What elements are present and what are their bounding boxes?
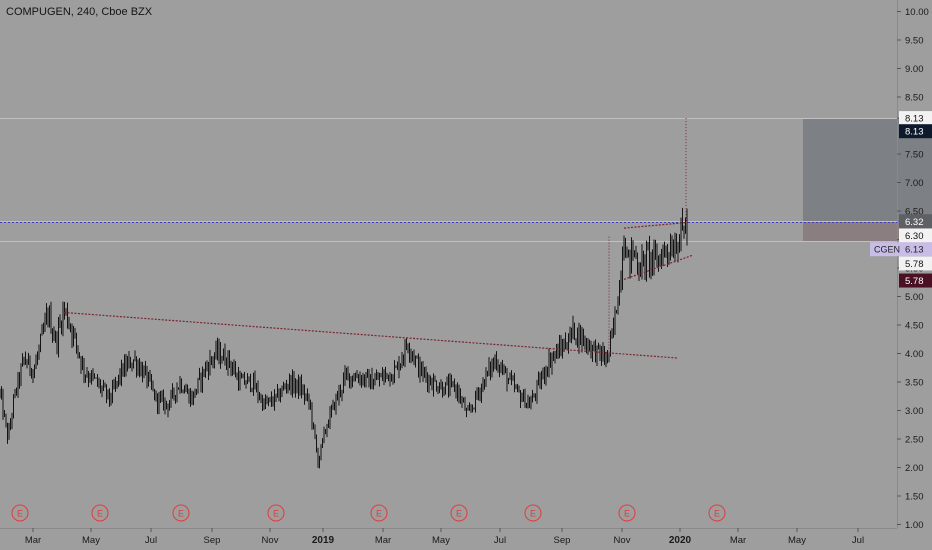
earnings-marker: E xyxy=(267,504,285,522)
y-tick-label: 9.00 xyxy=(905,64,924,75)
earnings-marker: E xyxy=(618,504,636,522)
y-tick-label: 3.50 xyxy=(905,378,924,389)
price-badge: 8.13 xyxy=(899,111,932,126)
badge-text: 5.78 xyxy=(905,276,924,287)
trendline xyxy=(623,254,693,280)
y-tick-label: 4.50 xyxy=(905,321,924,332)
y-tick-label: 1.50 xyxy=(905,492,924,503)
badge-bg xyxy=(870,242,932,257)
x-tick-label: Mar xyxy=(375,535,391,546)
y-tick-label: 3.00 xyxy=(905,406,924,417)
x-tick-label: Sep xyxy=(204,535,221,546)
y-tick-label: 7.50 xyxy=(905,150,924,161)
earnings-marker: E xyxy=(370,504,388,522)
badge-bg xyxy=(899,228,932,243)
earnings-label: E xyxy=(178,509,184,519)
badge-bg xyxy=(899,256,932,271)
earnings-circle xyxy=(618,504,636,522)
x-tick-label: Sep xyxy=(554,535,571,546)
y-tick-label: 9.50 xyxy=(905,36,924,47)
x-tick-label: 2020 xyxy=(669,535,692,546)
x-tick-label: Nov xyxy=(262,535,279,546)
y-tick-label: 2.50 xyxy=(905,435,924,446)
price-badge: 6.32 xyxy=(899,214,932,229)
earnings-marker: E xyxy=(524,504,542,522)
price-badge: 5.78 xyxy=(899,256,932,271)
trendline xyxy=(623,221,689,229)
earnings-marker: E xyxy=(11,504,29,522)
earnings-circle xyxy=(267,504,285,522)
earnings-label: E xyxy=(714,509,720,519)
badge-text: 6.32 xyxy=(905,217,924,228)
chart-title: COMPUGEN, 240, Cboe BZX xyxy=(6,6,153,18)
earnings-circle xyxy=(450,504,468,522)
price-badge: 8.13 xyxy=(899,124,932,139)
y-tick-label: 8.50 xyxy=(905,93,924,104)
earnings-label: E xyxy=(530,509,536,519)
earnings-circle xyxy=(524,504,542,522)
symbol-label: CGEN xyxy=(874,245,900,255)
badge-bg xyxy=(899,273,932,288)
badge-text: 8.13 xyxy=(905,114,924,125)
price-badge: 6.30 xyxy=(899,228,932,243)
earnings-marker: E xyxy=(91,504,109,522)
earnings-circle xyxy=(708,504,726,522)
earnings-circle xyxy=(11,504,29,522)
earnings-label: E xyxy=(376,509,382,519)
earnings-marker: E xyxy=(450,504,468,522)
x-tick-label: Jul xyxy=(852,535,864,546)
symbol-price: 6.13 xyxy=(905,245,924,256)
trendline xyxy=(63,311,679,359)
badge-text: 8.13 xyxy=(905,127,924,138)
x-tick-label: Mar xyxy=(25,535,41,546)
y-tick-label: 5.00 xyxy=(905,292,924,303)
y-tick-label: 1.00 xyxy=(905,520,924,531)
earnings-label: E xyxy=(17,509,23,519)
x-tick-label: May xyxy=(788,535,806,546)
badge-text: 6.30 xyxy=(905,231,924,242)
x-tick-label: Jul xyxy=(494,535,506,546)
badge-bg xyxy=(899,214,932,229)
x-tick-label: May xyxy=(82,535,100,546)
y-tick-label: 2.00 xyxy=(905,463,924,474)
y-tick-label: 10.00 xyxy=(905,7,929,18)
x-tick-label: May xyxy=(432,535,450,546)
badge-bg xyxy=(899,111,932,126)
candles xyxy=(0,207,688,469)
badge-text: 5.78 xyxy=(905,259,924,270)
y-tick-label: 4.00 xyxy=(905,349,924,360)
earnings-marker: E xyxy=(708,504,726,522)
x-tick-label: 2019 xyxy=(312,535,335,546)
earnings-label: E xyxy=(273,509,279,519)
earnings-circle xyxy=(91,504,109,522)
y-tick-label: 7.00 xyxy=(905,178,924,189)
earnings-circle xyxy=(172,504,190,522)
earnings-label: E xyxy=(97,509,103,519)
badge-bg xyxy=(899,124,932,139)
earnings-marker: E xyxy=(172,504,190,522)
symbol-badge: CGEN 6.13 xyxy=(870,242,932,257)
x-tick-label: Jul xyxy=(145,535,157,546)
price-badge: 5.78 xyxy=(899,273,932,288)
earnings-label: E xyxy=(624,509,630,519)
x-tick-label: Mar xyxy=(730,535,746,546)
y-tick-label: 6.50 xyxy=(905,207,924,218)
earnings-label: E xyxy=(456,509,462,519)
x-tick-label: Nov xyxy=(614,535,631,546)
earnings-circle xyxy=(370,504,388,522)
